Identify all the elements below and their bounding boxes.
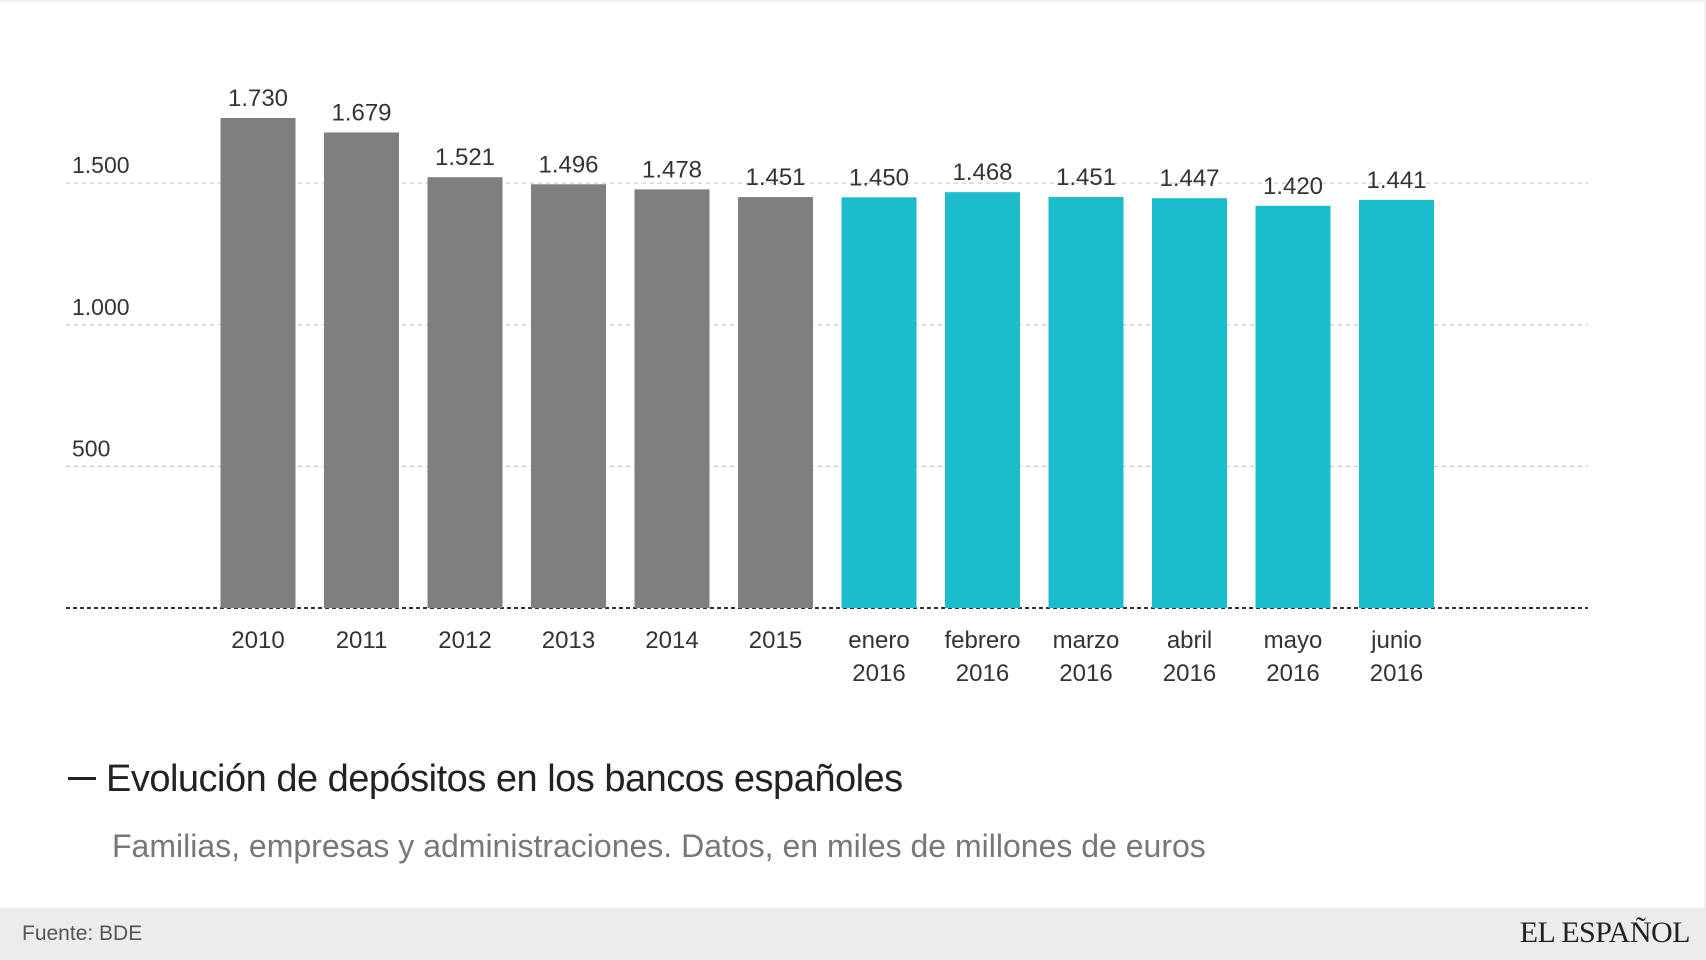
x-tick-label: 2014 <box>645 627 698 654</box>
x-tick-label: enero <box>848 627 909 654</box>
x-tick-label: 2016 <box>1163 660 1216 687</box>
bar <box>220 118 296 608</box>
x-tick-label: febrero <box>944 627 1020 654</box>
bar <box>531 184 606 608</box>
grid-lines: 500 1.000 1.500 <box>66 152 1588 609</box>
bar <box>324 132 399 609</box>
data-label: 1.521 <box>435 144 495 171</box>
x-tick-label: 2015 <box>749 627 802 654</box>
data-label: 1.441 <box>1366 167 1426 194</box>
x-tick-label: junio <box>1370 627 1422 654</box>
x-tick-label: marzo <box>1053 627 1120 654</box>
footer: Fuente: BDE EL ESPAÑOL <box>0 908 1706 960</box>
x-tick-label: abril <box>1167 627 1212 654</box>
x-tick-label: 2016 <box>1266 660 1319 687</box>
x-tick-label: 2013 <box>542 627 595 654</box>
title-dash <box>68 777 96 781</box>
bar <box>945 192 1020 608</box>
bar <box>1048 197 1124 608</box>
data-label: 1.451 <box>745 164 805 191</box>
x-tick-label: 2016 <box>1059 660 1112 687</box>
x-tick-label: 2016 <box>1370 660 1423 687</box>
data-label: 1.496 <box>538 151 598 178</box>
x-tick-label: 2012 <box>438 627 491 654</box>
right-border <box>1704 0 1706 908</box>
y-tick-label: 1.500 <box>72 152 130 178</box>
chart-title-text: Evolución de depósitos en los bancos esp… <box>106 758 903 800</box>
bar <box>427 177 503 608</box>
top-border <box>0 0 1706 2</box>
x-tick-label: 2010 <box>231 627 284 654</box>
value-labels: 1.730 1.679 1.521 1.496 1.478 1.451 1.450 1.468… <box>228 85 1427 200</box>
x-tick-label: 2016 <box>852 660 905 687</box>
y-tick-label: 500 <box>72 435 110 461</box>
data-label: 1.679 <box>331 99 391 126</box>
data-label: 1.447 <box>1159 165 1219 192</box>
y-tick-label: 1.000 <box>72 294 130 320</box>
data-label: 1.450 <box>849 164 909 191</box>
x-tick-label: mayo <box>1264 627 1323 654</box>
source-note: Fuente: BDE <box>22 922 143 945</box>
data-label: 1.478 <box>642 156 702 183</box>
bar <box>738 197 813 608</box>
chart-area: 500 1.000 1.500 1.730 1.679 1.521 1.496 1.478 1… <box>66 85 1588 687</box>
data-label: 1.451 <box>1056 164 1116 191</box>
chart-subtitle: Familias, empresas y administraciones. D… <box>112 828 1206 864</box>
category-labels: 2010 2011 2012 2013 2014 2015 enero 2016 febrero… <box>231 627 1423 687</box>
bar <box>634 189 710 608</box>
x-tick-label: 2016 <box>956 660 1009 687</box>
bar <box>1255 205 1331 608</box>
data-label: 1.730 <box>228 85 288 112</box>
data-label: 1.420 <box>1263 173 1323 200</box>
chart-title: Evolución de depósitos en los bancos esp… <box>68 758 1646 801</box>
brand-logo: EL ESPAÑOL <box>1519 916 1691 949</box>
bar <box>841 197 917 609</box>
x-tick-label: 2011 <box>336 627 388 654</box>
chart-title-block: Evolución de depósitos en los bancos esp… <box>68 758 1646 801</box>
bar <box>1359 199 1434 609</box>
bar <box>1152 198 1227 608</box>
data-label: 1.468 <box>952 159 1012 186</box>
bars <box>220 118 1434 609</box>
